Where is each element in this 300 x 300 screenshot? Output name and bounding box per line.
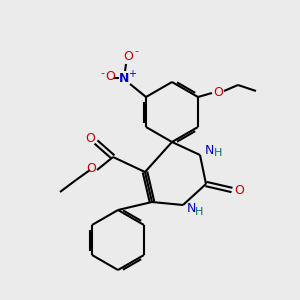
Text: O: O xyxy=(123,50,133,64)
Text: +: + xyxy=(128,69,136,79)
Text: H: H xyxy=(214,148,222,158)
Text: N: N xyxy=(204,145,214,158)
Text: O: O xyxy=(234,184,244,196)
Text: N: N xyxy=(186,202,196,215)
Text: O: O xyxy=(105,70,115,83)
Text: O: O xyxy=(213,86,223,100)
Text: O: O xyxy=(85,131,95,145)
Text: -: - xyxy=(100,68,104,78)
Text: O: O xyxy=(86,161,96,175)
Text: -: - xyxy=(134,46,138,56)
Text: H: H xyxy=(195,207,203,217)
Text: N: N xyxy=(119,73,129,85)
